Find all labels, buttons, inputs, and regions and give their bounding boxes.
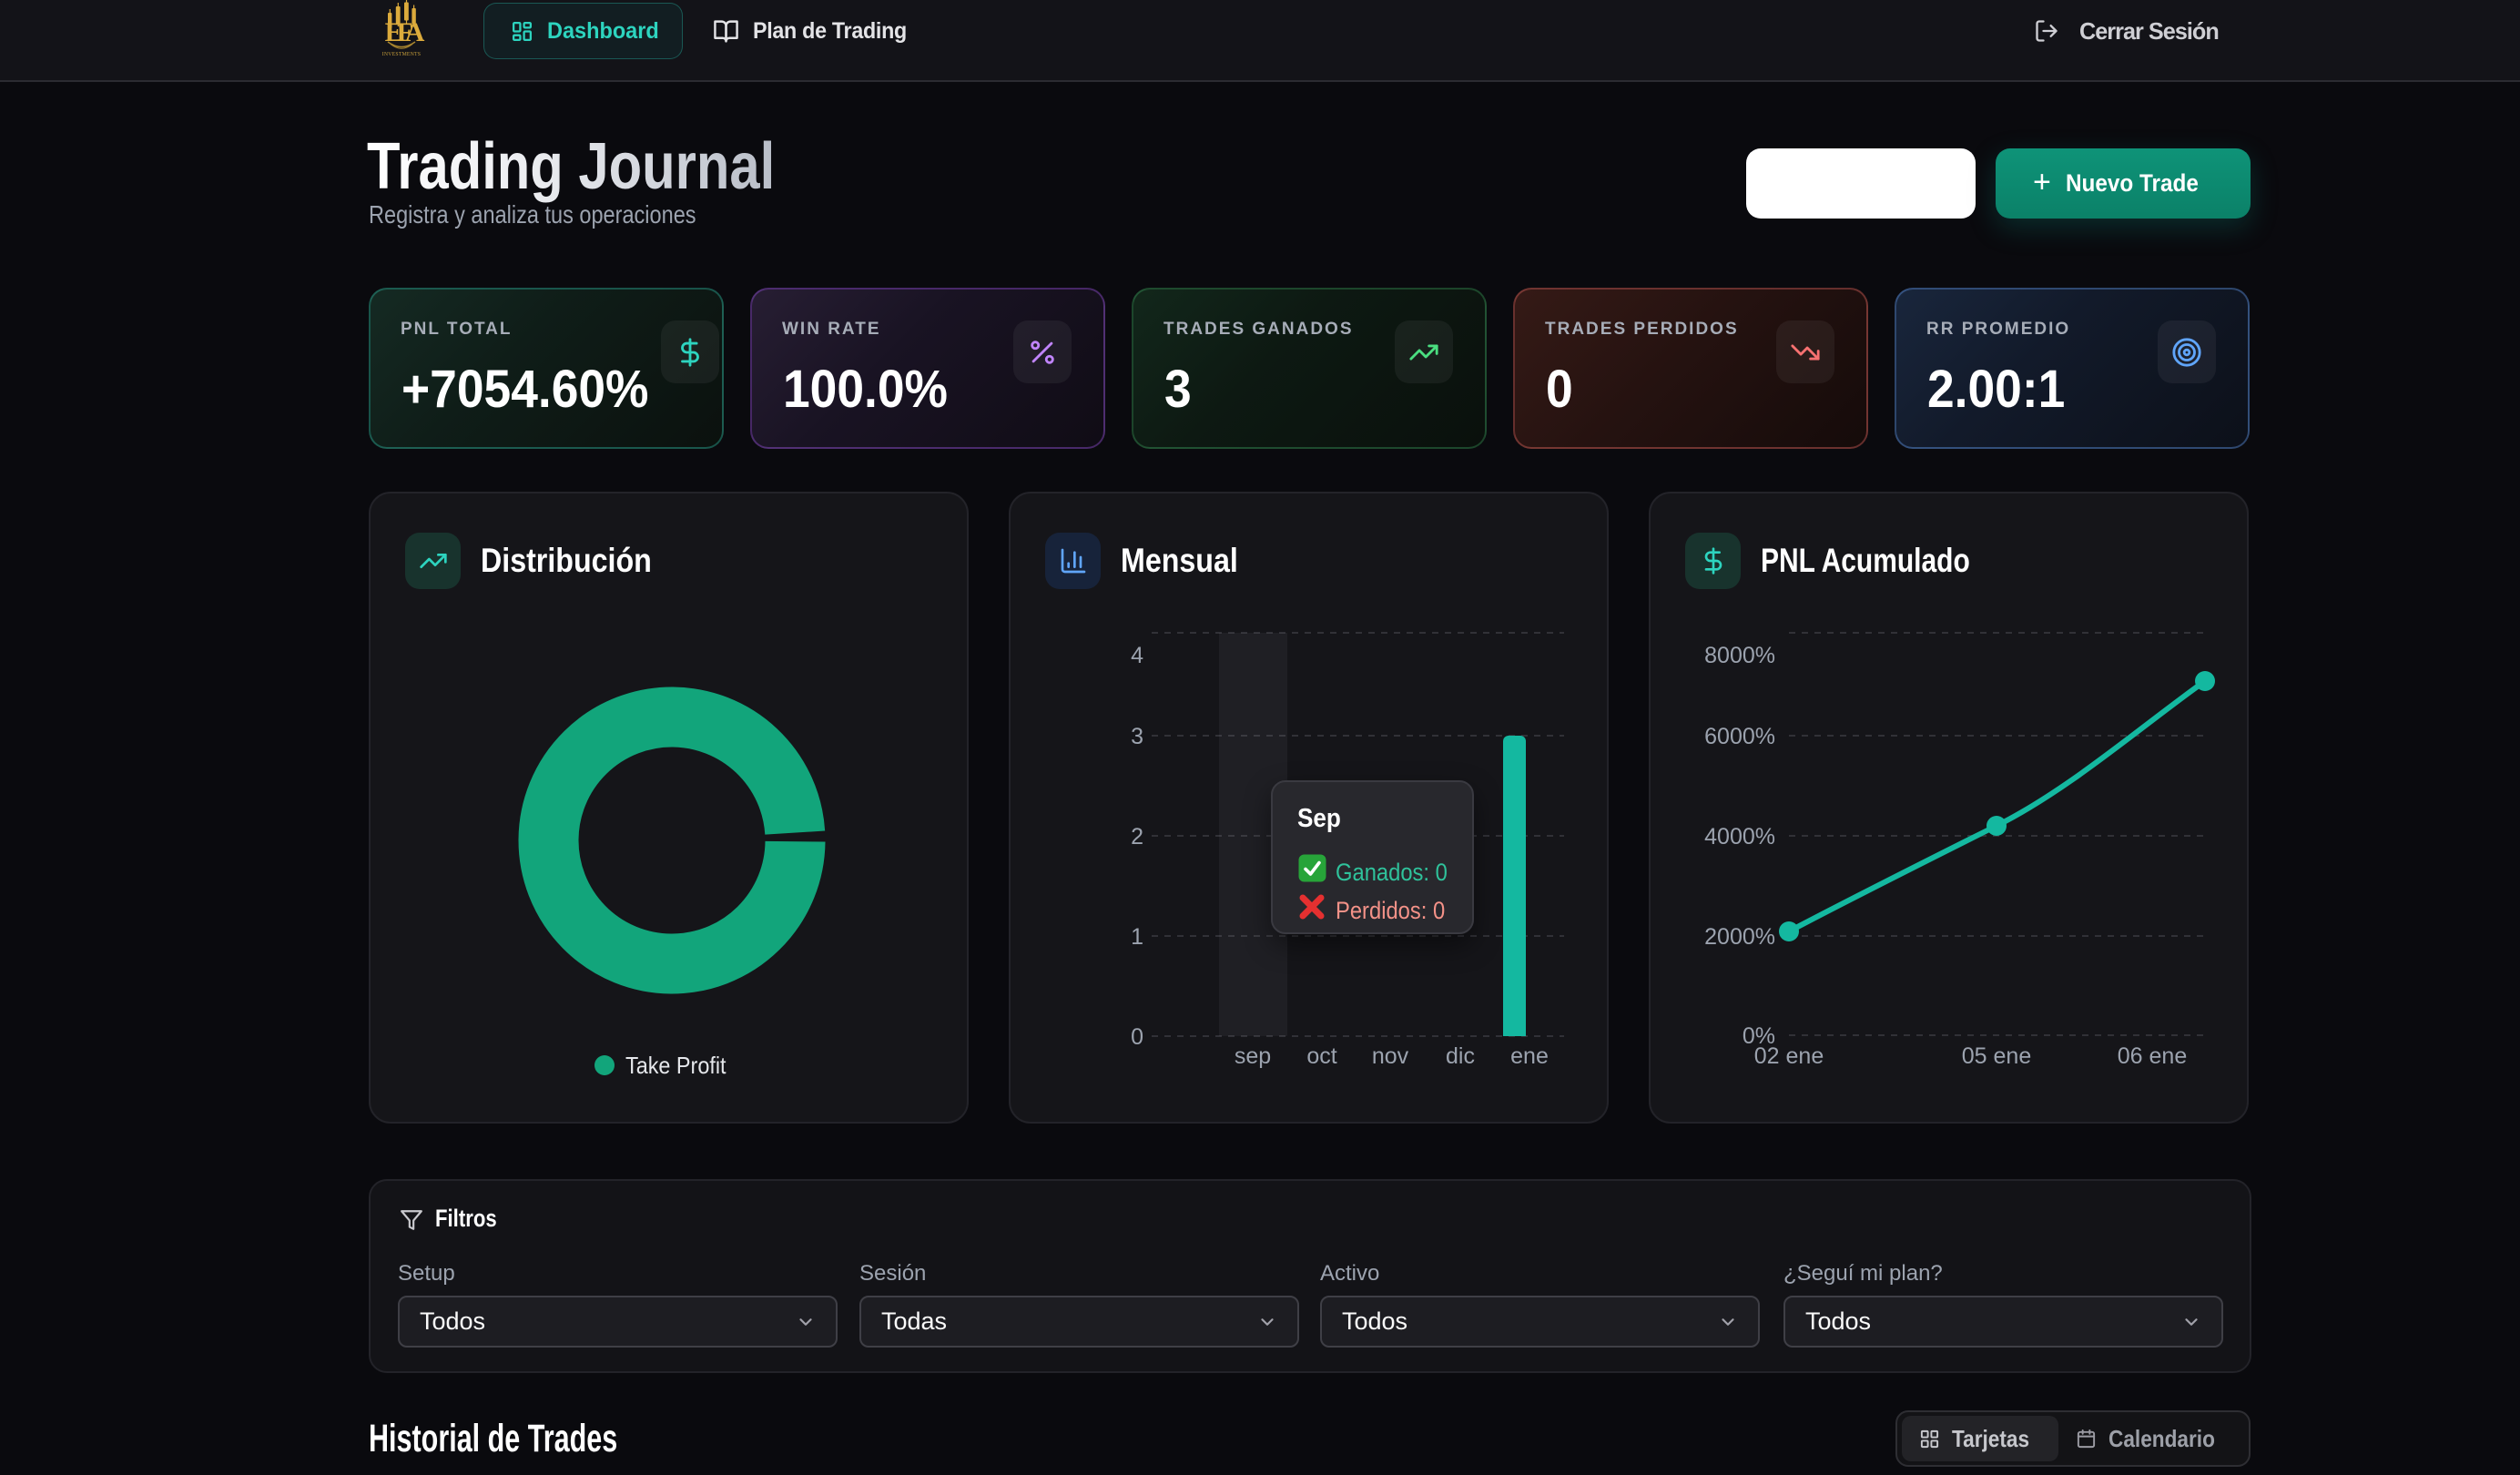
svg-text:02 ene: 02 ene bbox=[1754, 1043, 1824, 1069]
svg-text:05 ene: 05 ene bbox=[1962, 1043, 2031, 1069]
svg-text:4: 4 bbox=[1131, 643, 1143, 668]
svg-text:6000%: 6000% bbox=[1704, 724, 1775, 749]
svg-text:oct: oct bbox=[1306, 1043, 1336, 1069]
svg-text:ene: ene bbox=[1510, 1043, 1549, 1069]
svg-text:06 ene: 06 ene bbox=[2118, 1043, 2187, 1069]
svg-text:2: 2 bbox=[1131, 824, 1143, 849]
svg-text:nov: nov bbox=[1372, 1043, 1409, 1069]
svg-text:2000%: 2000% bbox=[1704, 924, 1775, 950]
svg-text:dic: dic bbox=[1446, 1043, 1475, 1069]
svg-text:8000%: 8000% bbox=[1704, 643, 1775, 668]
svg-text:0: 0 bbox=[1131, 1024, 1143, 1050]
svg-text:0%: 0% bbox=[1743, 1023, 1775, 1049]
svg-text:4000%: 4000% bbox=[1704, 824, 1775, 849]
svg-text:sep: sep bbox=[1235, 1043, 1271, 1069]
svg-text:EFA: EFA bbox=[385, 17, 425, 47]
svg-text:1: 1 bbox=[1131, 924, 1143, 950]
svg-text:INVESTMENTS: INVESTMENTS bbox=[382, 52, 421, 57]
svg-text:3: 3 bbox=[1131, 724, 1143, 749]
